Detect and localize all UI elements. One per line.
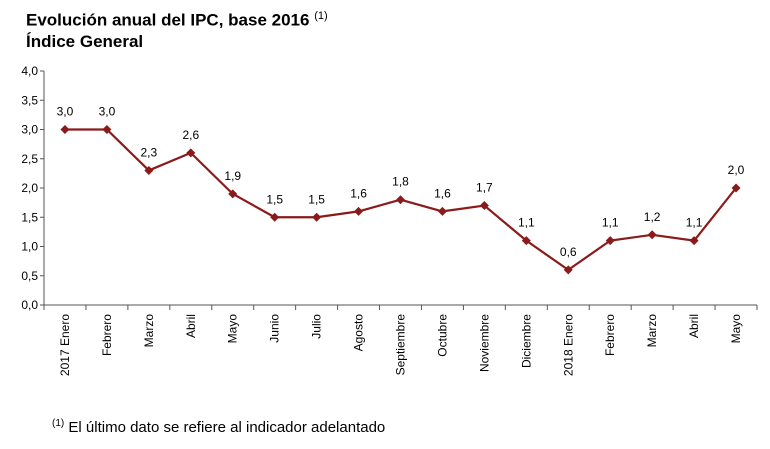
data-point-marker [689,236,699,246]
x-tick-label: Febrero [603,314,617,356]
data-point-marker [144,165,154,175]
x-tick-label: Septiembre [394,314,408,376]
x-tick-label: Julio [310,314,324,339]
data-point-marker [186,148,196,158]
data-label: 2,6 [182,128,199,142]
footnote-marker: (1) [52,418,65,429]
x-tick-label: Agosto [352,314,366,352]
data-point-marker [563,265,573,275]
data-point-marker [521,236,531,246]
x-tick-label: Mayo [729,314,743,344]
data-point-marker [647,230,657,240]
data-label: 1,8 [392,175,409,189]
data-point-marker [354,206,364,216]
data-point-marker [228,189,238,199]
data-point-marker [102,125,112,134]
data-point-marker [60,125,70,134]
x-tick-label: Junio [268,314,282,343]
x-tick-label: Mayo [226,314,240,344]
x-tick-label: Noviembre [477,314,491,372]
data-label: 1,9 [224,169,241,183]
chart-title: Evolución anual del IPC, base 2016 (1) Í… [26,6,328,52]
x-tick-label: Marzo [142,314,156,348]
data-label: 1,7 [476,181,493,195]
title-text: Evolución anual del IPC, base 2016 [26,10,310,30]
data-point-marker [312,212,322,222]
data-label: 1,6 [434,186,451,200]
data-point-marker [479,201,489,211]
data-label: 1,5 [308,192,325,206]
data-point-marker [270,212,280,222]
y-tick-label: 2,0 [21,181,38,195]
footnote-text: El último dato se refiere al indicador a… [68,419,386,436]
data-point-marker [605,236,615,246]
x-tick-label: 2018 Enero [561,314,575,376]
y-tick-label: 2,5 [21,152,38,166]
data-label: 1,1 [686,216,703,230]
data-label: 3,0 [57,105,74,119]
data-label: 2,3 [141,145,158,159]
x-tick-label: Marzo [645,314,659,348]
y-tick-label: 3,5 [21,93,38,107]
data-label: 0,6 [560,245,577,259]
title-line-2: Índice General [26,31,144,51]
data-label: 1,5 [266,192,283,206]
x-tick-label: Abril [184,314,198,338]
y-tick-label: 0,5 [21,269,38,283]
data-point-marker [437,206,447,216]
data-label: 1,1 [518,216,535,230]
x-tick-label: Abril [687,314,701,338]
x-tick-label: Octubre [435,314,449,357]
y-tick-label: 1,0 [21,240,38,254]
title-line-1: Evolución anual del IPC, base 2016 (1) [26,6,328,31]
y-tick-label: 4,0 [21,64,38,78]
y-tick-label: 1,5 [21,210,38,224]
x-tick-label: Febrero [100,314,114,356]
y-tick-label: 3,0 [21,123,38,137]
data-point-marker [396,195,405,205]
data-label: 1,1 [602,216,619,230]
data-label: 2,0 [728,163,745,177]
data-label: 1,2 [644,210,661,224]
x-tick-label: Diciembre [519,314,533,368]
data-label: 3,0 [99,105,116,119]
data-point-marker [731,183,741,193]
data-label: 1,6 [350,186,367,200]
footnote: (1) El último dato se refiere al indicad… [52,418,385,436]
title-footnote-marker: (1) [314,10,328,22]
x-tick-label: 2017 Enero [58,314,72,376]
y-tick-label: 0,0 [21,298,38,312]
